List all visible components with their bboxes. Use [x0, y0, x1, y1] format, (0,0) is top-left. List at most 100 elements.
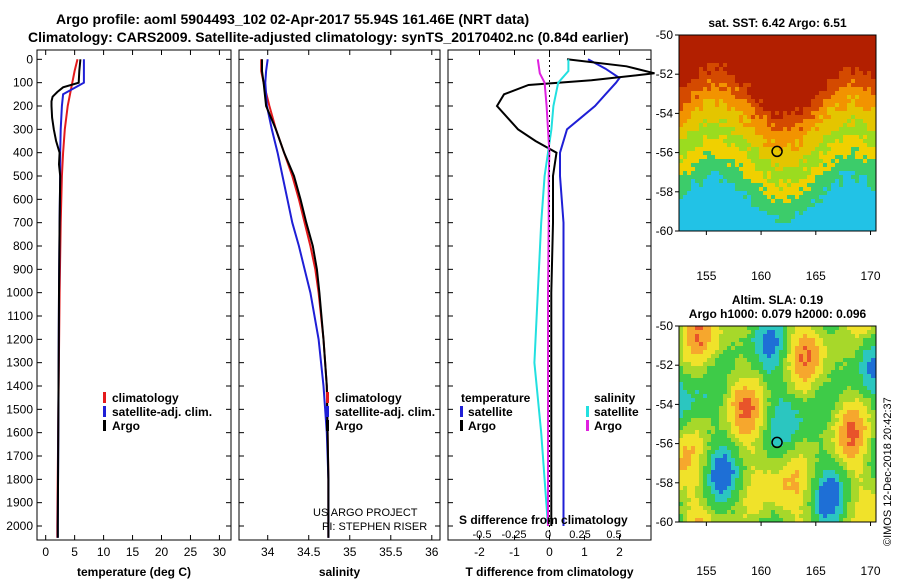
map-cell [855, 326, 860, 331]
map-cell [799, 183, 804, 188]
map-cell [831, 191, 836, 196]
map-cell [831, 99, 836, 104]
map-cell [711, 55, 716, 60]
map-cell [791, 99, 796, 104]
map-cell [687, 199, 692, 204]
map-cell [871, 438, 876, 443]
map-cell [807, 374, 812, 379]
map-cell [683, 434, 688, 439]
map-cell [763, 410, 768, 415]
map-cell [763, 227, 768, 232]
map-cell [703, 438, 708, 443]
map-cell [839, 450, 844, 455]
map-cell [687, 147, 692, 152]
map-cell [783, 450, 788, 455]
map-cell [811, 506, 816, 511]
map-cell [695, 358, 700, 363]
map-cell [791, 370, 796, 375]
map-cell [827, 442, 832, 447]
map-cell [751, 119, 756, 124]
map-cell [871, 159, 876, 164]
map-cell [763, 354, 768, 359]
map-cell [811, 43, 816, 48]
map-cell [731, 462, 736, 467]
map-cell [727, 442, 732, 447]
map-cell [871, 107, 876, 112]
map-cell [743, 346, 748, 351]
map-cell [819, 450, 824, 455]
map-cell [755, 63, 760, 68]
map-cell [827, 502, 832, 507]
map-cell [715, 199, 720, 204]
map-cell [815, 203, 820, 208]
map-cell [723, 486, 728, 491]
map-cell [791, 187, 796, 192]
map-cell [831, 334, 836, 339]
map-cell [811, 450, 816, 455]
map-cell [703, 39, 708, 44]
map-cell [831, 87, 836, 92]
map-cell [815, 426, 820, 431]
map-cell [807, 370, 812, 375]
map-cell [791, 410, 796, 415]
map-cell [719, 486, 724, 491]
map-cell [695, 510, 700, 515]
map-cell [795, 223, 800, 228]
map-cell [731, 370, 736, 375]
map-cell [747, 103, 752, 108]
map-cell [843, 147, 848, 152]
map-cell [867, 470, 872, 475]
map-cell [819, 175, 824, 180]
map-cell [715, 430, 720, 435]
map-cell [871, 83, 876, 88]
map-y-tick-label: -60 [656, 224, 674, 238]
map-cell [727, 486, 732, 491]
map-cell [835, 175, 840, 180]
map-cell [727, 215, 732, 220]
map-cell [699, 334, 704, 339]
map-cell [859, 462, 864, 467]
map-cell [807, 394, 812, 399]
map-cell [743, 87, 748, 92]
map-cell [739, 127, 744, 132]
map-cell [755, 223, 760, 228]
x-tick-label: 10 [97, 545, 111, 559]
map-cell [763, 398, 768, 403]
map-cell [871, 55, 876, 60]
map-cell [819, 211, 824, 216]
map-cell [727, 454, 732, 459]
map-cell [743, 398, 748, 403]
map-cell [851, 330, 856, 335]
map-cell [783, 370, 788, 375]
map-cell [807, 386, 812, 391]
y-tick-label: 1000 [6, 286, 33, 300]
map-cell [783, 386, 788, 391]
map-cell [871, 426, 876, 431]
map-cell [831, 490, 836, 495]
map-cell [699, 470, 704, 475]
map-cell [723, 203, 728, 208]
map-cell [775, 39, 780, 44]
map-cell [691, 35, 696, 40]
map-cell [847, 418, 852, 423]
map-cell [715, 382, 720, 387]
map-cell [791, 474, 796, 479]
map-cell [735, 167, 740, 172]
map-cell [727, 75, 732, 80]
map-cell [767, 486, 772, 491]
map-cell [687, 195, 692, 200]
map-cell [815, 446, 820, 451]
map-cell [831, 75, 836, 80]
map-cell [703, 151, 708, 156]
map-cell [727, 342, 732, 347]
map-cell [791, 458, 796, 463]
map-cell [695, 87, 700, 92]
map-cell [687, 179, 692, 184]
map-cell [743, 127, 748, 132]
map-cell [727, 346, 732, 351]
map-cell [727, 47, 732, 52]
map-cell [743, 430, 748, 435]
map-cell [703, 458, 708, 463]
map-cell [863, 191, 868, 196]
map-cell [819, 163, 824, 168]
